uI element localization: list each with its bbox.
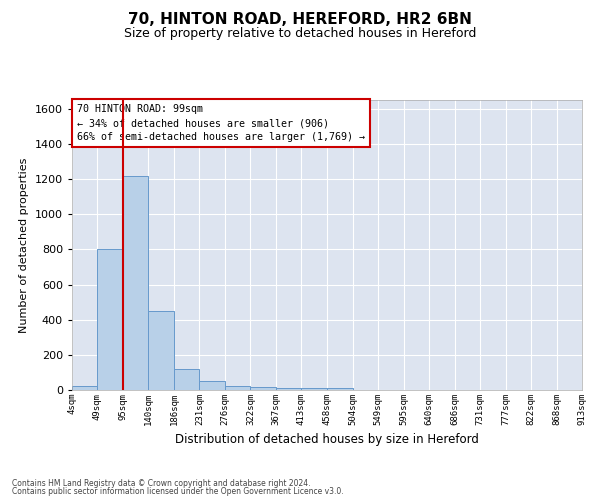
Bar [148,311,174,390]
Bar [250,388,275,390]
Bar [327,388,353,390]
Text: 70 HINTON ROAD: 99sqm
← 34% of detached houses are smaller (906)
66% of semi-det: 70 HINTON ROAD: 99sqm ← 34% of detached … [77,104,365,142]
Bar [97,250,123,390]
Text: Contains HM Land Registry data © Crown copyright and database right 2024.: Contains HM Land Registry data © Crown c… [12,478,311,488]
X-axis label: Distribution of detached houses by size in Hereford: Distribution of detached houses by size … [175,434,479,446]
Bar [174,369,199,390]
Bar [224,386,250,390]
Bar [72,386,97,390]
Text: Size of property relative to detached houses in Hereford: Size of property relative to detached ho… [124,28,476,40]
Text: Contains public sector information licensed under the Open Government Licence v3: Contains public sector information licen… [12,487,344,496]
Y-axis label: Number of detached properties: Number of detached properties [19,158,29,332]
Bar [275,388,301,390]
Bar [301,388,327,390]
Bar [123,176,148,390]
Text: 70, HINTON ROAD, HEREFORD, HR2 6BN: 70, HINTON ROAD, HEREFORD, HR2 6BN [128,12,472,28]
Bar [199,381,224,390]
